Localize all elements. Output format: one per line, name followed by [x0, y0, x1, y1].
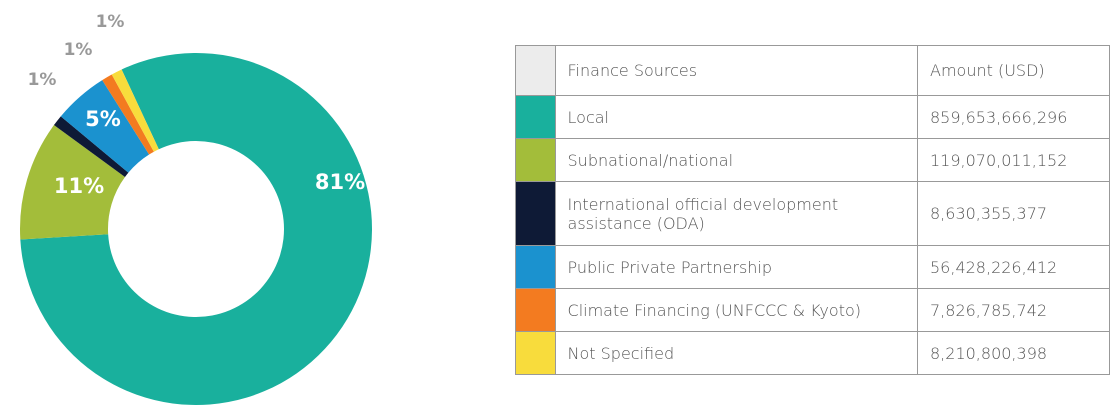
amount: 7,826,785,742 [917, 288, 1110, 332]
source-name: Local [554, 95, 919, 139]
table-row: International official development assis… [515, 181, 1110, 246]
amount: 8,210,800,398 [917, 331, 1110, 375]
color-swatch [515, 331, 556, 375]
slice-label: 11% [54, 174, 104, 198]
slice-label: 5% [85, 107, 121, 131]
header-swatch-cell [515, 45, 556, 96]
header-cell: Amount (USD) [917, 45, 1110, 96]
color-swatch [515, 95, 556, 139]
color-swatch [515, 181, 556, 246]
color-swatch [515, 288, 556, 332]
amount: 8,630,355,377 [917, 181, 1110, 246]
amount: 119,070,011,152 [917, 138, 1110, 182]
table-row: Local 859,653,666,296 [515, 95, 1110, 139]
slice-label: 1% [64, 40, 93, 60]
slice-label: 81% [315, 170, 365, 194]
donut-chart: 81%11%1%5%1%1% [20, 12, 373, 405]
table-row: Subnational/national 119,070,011,152 [515, 138, 1110, 182]
donut-slice [111, 69, 159, 152]
table-row: Not Specified 8,210,800,398 [515, 331, 1110, 375]
source-name: Public Private Partnership [554, 245, 919, 289]
slice-label: 1% [28, 70, 57, 90]
source-name: Subnational/national [554, 138, 919, 182]
source-name: Not Specified [554, 331, 919, 375]
slice-label: 1% [96, 12, 125, 32]
donut-slice [20, 52, 373, 405]
donut-slice [60, 80, 150, 173]
legend-table: Finance Sources Amount (USD) Local 859,65… [515, 45, 1110, 375]
color-swatch [515, 245, 556, 289]
table-row: Public Private Partnership 56,428,226,412 [515, 245, 1110, 289]
donut-slice [20, 125, 125, 240]
color-swatch [515, 138, 556, 182]
source-name: Climate Financing (UNFCCC & Kyoto) [554, 288, 919, 332]
table-row: Climate Financing (UNFCCC & Kyoto) 7,826,… [515, 288, 1110, 332]
header-cell: Finance Sources [554, 45, 919, 96]
table-header: Finance Sources Amount (USD) [515, 45, 1110, 96]
source-name: International official development assis… [554, 181, 919, 246]
amount: 859,653,666,296 [917, 95, 1110, 139]
donut-slice [53, 116, 129, 178]
donut-slice [102, 74, 154, 155]
amount: 56,428,226,412 [917, 245, 1110, 289]
